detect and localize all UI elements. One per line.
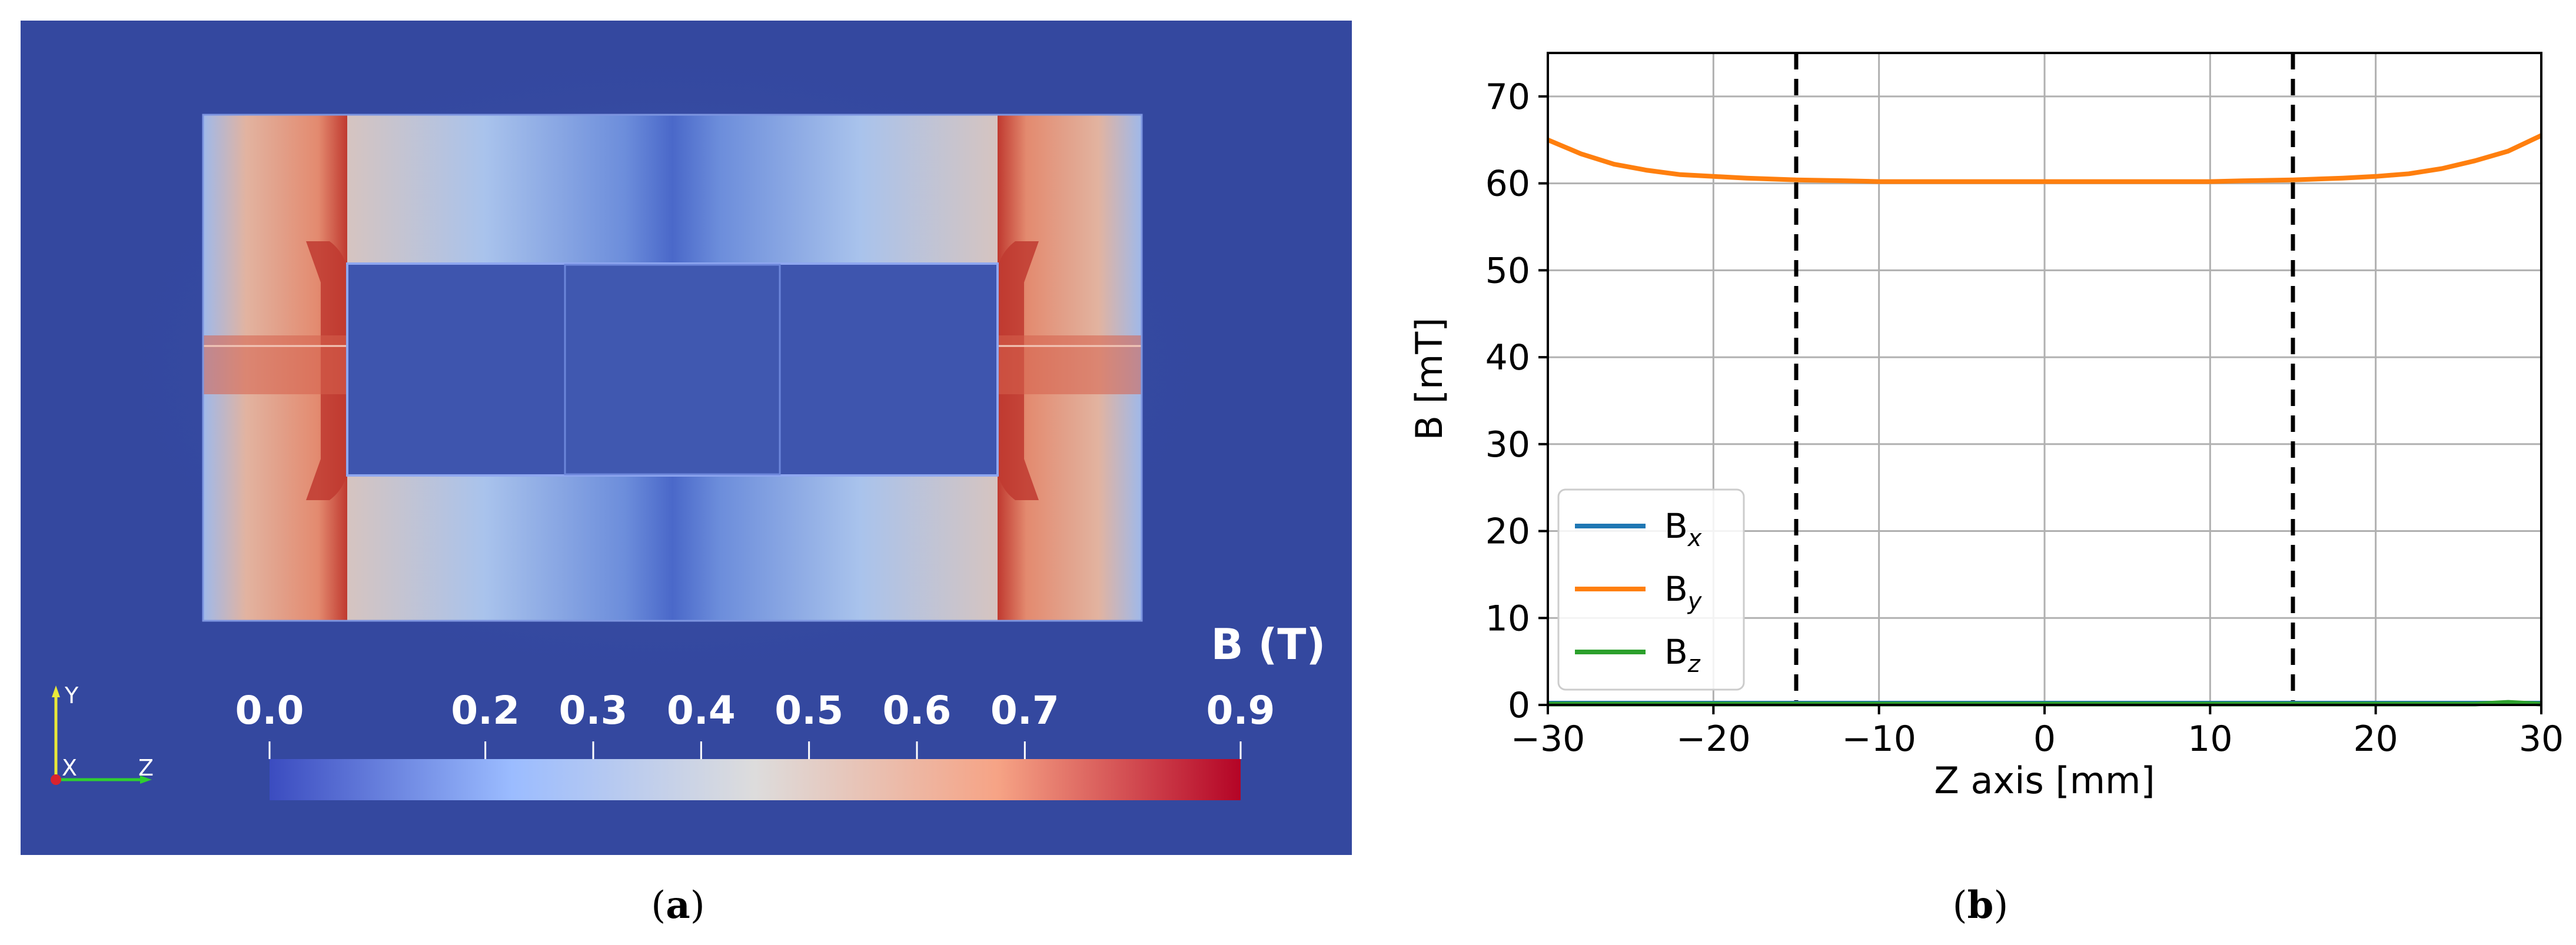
line-plot-svg: −30 −20 −10 0 10 20 30 0 10 20 30 40 50 60 70 Z axis …	[1408, 52, 2564, 927]
axis-z-label: Z	[138, 755, 154, 781]
sample-volume	[564, 264, 781, 475]
colorbar-tick-label: 0.9	[1206, 688, 1275, 733]
x-tick-label: 30	[2519, 718, 2564, 760]
field-map-svg: 0.0 0.2 0.3 0.4 0.5 0.6 0.7 0.9 B (T) Y X Z (a)	[21, 21, 1352, 927]
x-tick-label: 10	[2188, 718, 2232, 760]
colorbar-tick-label: 0.4	[667, 688, 736, 733]
orientation-axes: Y X Z	[51, 683, 154, 785]
reference-lines	[1794, 53, 2295, 705]
x-axis-ticks: −30 −20 −10 0 10 20 30	[1511, 705, 2564, 760]
colorbar-title: B (T)	[1211, 620, 1326, 669]
x-tick-label: −30	[1511, 718, 1586, 760]
colorbar: 0.0 0.2 0.3 0.4 0.5 0.6 0.7 0.9 B (T)	[235, 620, 1326, 800]
y-axis-label: B [mT]	[1408, 318, 1451, 441]
panel-b-line-plot: −30 −20 −10 0 10 20 30 0 10 20 30 40 50 60 70 Z axis …	[1354, 0, 2576, 945]
colorbar-tick-label: 0.5	[775, 688, 843, 733]
magnet-yoke	[202, 114, 1143, 622]
y-tick-label: 20	[1485, 511, 1530, 553]
panel-a-field-map: 0.0 0.2 0.3 0.4 0.5 0.6 0.7 0.9 B (T) Y X Z (a)	[21, 21, 1352, 927]
y-tick-label: 50	[1485, 250, 1530, 291]
y-tick-label: 60	[1485, 164, 1530, 205]
x-tick-label: −20	[1676, 718, 1751, 760]
series-line-by	[1547, 133, 2542, 184]
x-tick-label: 0	[2033, 718, 2056, 760]
caption-b: (b)	[1953, 883, 2009, 927]
colorbar-tick-label: 0.0	[235, 688, 304, 733]
axis-y-label: Y	[64, 683, 79, 708]
x-tick-label: 20	[2353, 718, 2398, 760]
colorbar-tick-label: 0.2	[451, 688, 520, 733]
colorbar-gradient	[270, 759, 1241, 800]
x-axis-label: Z axis [mm]	[1934, 759, 2155, 802]
caption-a: (a)	[651, 883, 704, 927]
colorbar-tick-label: 0.6	[883, 688, 952, 733]
axis-x-label: X	[62, 755, 77, 781]
y-axis-ticks: 0 10 20 30 40 50 60 70	[1485, 76, 1548, 726]
colorbar-tick-label: 0.7	[990, 688, 1059, 733]
colorbar-tick-label: 0.3	[559, 688, 628, 733]
y-tick-label: 40	[1485, 337, 1530, 378]
legend-box	[1557, 488, 1745, 691]
y-tick-label: 30	[1485, 424, 1530, 465]
y-tick-label: 10	[1485, 598, 1530, 639]
x-tick-label: −10	[1842, 718, 1916, 760]
y-tick-label: 70	[1485, 76, 1530, 118]
y-tick-label: 0	[1508, 685, 1530, 726]
